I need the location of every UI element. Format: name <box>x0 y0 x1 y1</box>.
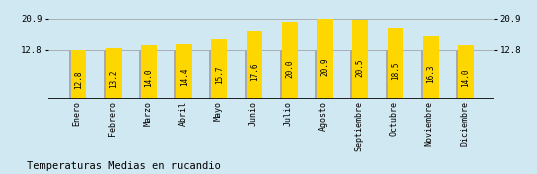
Bar <box>209 50 218 99</box>
Bar <box>280 50 289 99</box>
Bar <box>176 44 192 99</box>
Bar <box>388 28 403 99</box>
Bar <box>352 20 368 99</box>
Bar <box>174 50 183 99</box>
Text: 13.2: 13.2 <box>109 70 118 88</box>
Bar <box>106 48 121 99</box>
Bar <box>245 50 253 99</box>
Bar <box>421 50 430 99</box>
Text: 14.0: 14.0 <box>144 68 154 87</box>
Bar <box>70 50 86 99</box>
Bar <box>315 50 324 99</box>
Bar <box>456 50 465 99</box>
Text: 14.0: 14.0 <box>461 68 470 87</box>
Bar <box>350 50 359 99</box>
Bar <box>104 50 113 99</box>
Bar <box>386 50 394 99</box>
Text: 18.5: 18.5 <box>391 61 400 80</box>
Text: 14.4: 14.4 <box>180 68 188 86</box>
Bar <box>246 31 263 99</box>
Text: Temperaturas Medias en rucandio: Temperaturas Medias en rucandio <box>27 161 221 171</box>
Bar <box>139 50 148 99</box>
Bar <box>69 50 77 99</box>
Text: 16.3: 16.3 <box>426 65 435 83</box>
Text: 20.0: 20.0 <box>285 59 294 78</box>
Text: 12.8: 12.8 <box>74 70 83 89</box>
Bar <box>317 19 333 99</box>
Bar <box>141 45 157 99</box>
Bar <box>282 22 297 99</box>
Bar <box>423 36 439 99</box>
Bar <box>212 39 227 99</box>
Text: 17.6: 17.6 <box>250 63 259 81</box>
Bar <box>458 45 474 99</box>
Text: 20.9: 20.9 <box>321 58 330 76</box>
Text: 15.7: 15.7 <box>215 66 224 84</box>
Text: 20.5: 20.5 <box>355 58 365 77</box>
